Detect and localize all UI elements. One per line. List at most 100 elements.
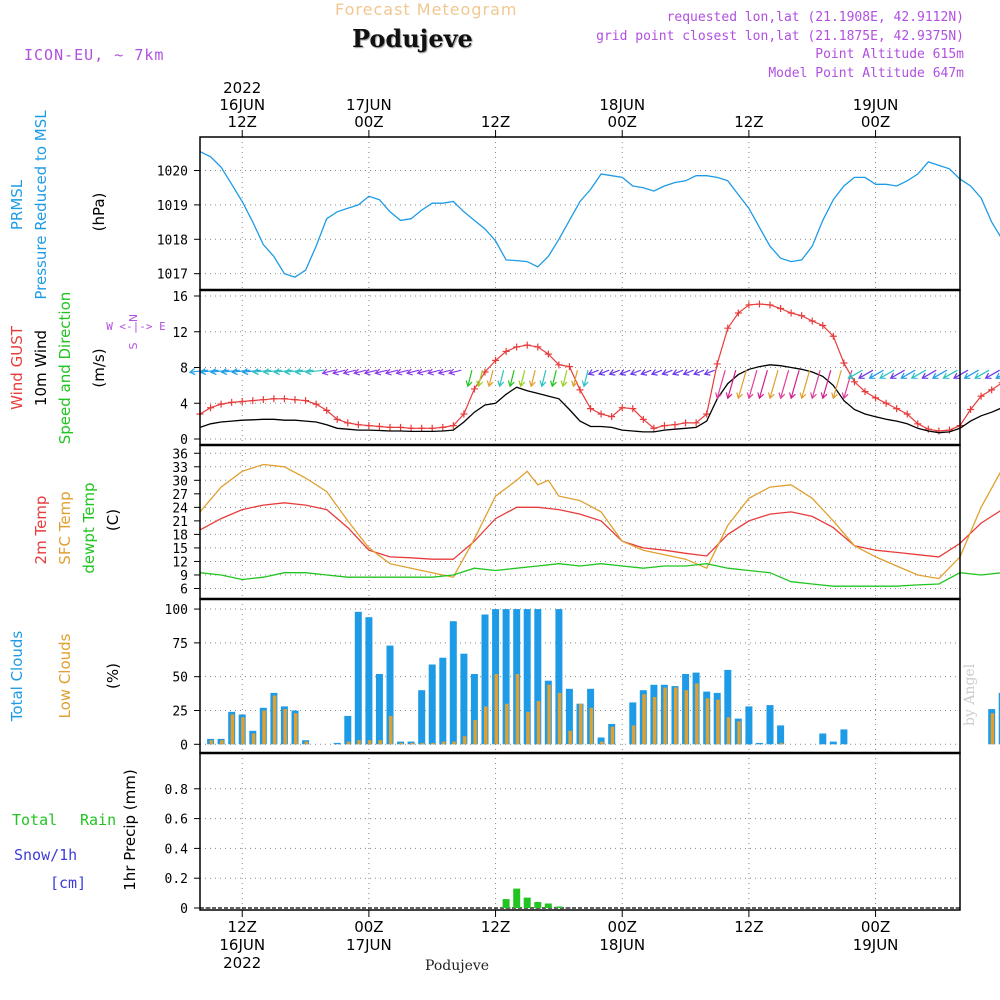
wind-direction-arrow: [757, 370, 768, 400]
wind-gust-point: [207, 404, 215, 412]
low-clouds-bar: [579, 703, 583, 745]
wind-gust-point: [312, 400, 320, 408]
wind-gust-point: [365, 422, 373, 430]
wind-direction-arrow: [374, 368, 388, 376]
wind-direction-arrow: [974, 369, 990, 379]
wind-gust-point: [544, 350, 552, 358]
total-clouds-bar: [829, 741, 837, 745]
y-tick-label: 4: [180, 397, 188, 412]
y-tick-label: 1020: [157, 165, 188, 180]
y-tick-label: 0: [180, 902, 188, 917]
model-altitude: Model Point Altitude 647m: [768, 66, 964, 81]
bottom-time-label: 12Z: [481, 918, 510, 936]
wind-gust-point: [713, 360, 721, 368]
top-time-label: 12Z: [228, 113, 257, 131]
total-clouds-bar: [481, 614, 489, 745]
low-clouds-bar: [431, 742, 435, 745]
wind-gust-point: [270, 395, 278, 403]
temp-unit-label: (C): [104, 509, 122, 531]
wind-gust-point: [344, 419, 352, 427]
rain-bar: [523, 897, 531, 908]
wind-direction-arrow: [778, 370, 790, 400]
low-clouds-bar: [209, 740, 214, 745]
rain-bar: [544, 903, 552, 908]
y-tick-label: 33: [172, 461, 188, 476]
wind-direction-arrow: [831, 370, 842, 400]
wind-direction-arrow: [879, 369, 895, 379]
low-clouds-bar: [357, 740, 361, 745]
wind-direction-arrow: [507, 370, 515, 388]
wind-gust-point: [280, 395, 288, 403]
y-tick-label: 12: [172, 326, 188, 341]
y-tick-label: 27: [172, 488, 188, 503]
total-clouds-bar: [439, 657, 447, 745]
bottom-time-label: 16JUN: [219, 936, 265, 954]
y-tick-label: 36: [172, 447, 188, 462]
wind-gust-point: [967, 406, 975, 414]
low-clouds-bar: [547, 684, 551, 745]
wind-direction-arrow: [321, 368, 335, 376]
low-clouds-bar: [716, 699, 720, 745]
wind-direction-arrow: [952, 369, 969, 379]
wind-gust-point: [375, 422, 383, 430]
low-clouds-bar: [410, 742, 414, 745]
low-clouds-bar: [473, 720, 477, 745]
top-time-label: 18JUN: [599, 96, 645, 114]
wind-gust-point: [903, 410, 911, 418]
total-clouds-bar: [998, 692, 1000, 745]
y-tick-label: 0.4: [165, 842, 189, 857]
wind-direction-arrow: [405, 368, 420, 376]
low-clouds-bar: [589, 707, 594, 745]
wind-direction-arrow: [746, 370, 758, 400]
wind-gust-point: [555, 361, 563, 369]
footer-location: Podujeve: [425, 958, 490, 974]
wind-gust-point: [850, 378, 858, 386]
low-clouds-bar: [294, 713, 298, 745]
temp-sfc-line: [199, 463, 1000, 580]
low-clouds-bar: [674, 687, 678, 745]
low-clouds-bar: [631, 725, 636, 745]
wind-gust-point: [470, 385, 478, 393]
wind-direction-arrow: [231, 368, 251, 376]
total-clouds-bar: [428, 664, 436, 745]
wind-gust-point: [766, 301, 774, 309]
wind-gust-point: [629, 405, 637, 413]
temp-2m-line: [199, 502, 1000, 560]
wind-direction-arrow: [571, 370, 579, 388]
wind-gust-point: [914, 420, 922, 428]
wind-gust-point: [893, 405, 901, 413]
wind-gust-point: [639, 415, 647, 423]
compass-n-label: N: [127, 314, 140, 322]
low-clouds-bar: [304, 741, 309, 745]
wind-direction-arrow: [767, 370, 779, 400]
total-clouds-bar: [534, 609, 542, 745]
y-tick-label: 30: [172, 474, 188, 489]
low-clouds-bar: [695, 683, 699, 745]
wind-direction-arrow: [857, 369, 874, 379]
wind-direction-arrow: [550, 370, 557, 388]
wind-gust-point: [323, 406, 331, 414]
wind-direction-arrow: [921, 369, 937, 379]
wind-gust-point: [829, 332, 837, 340]
total-clouds-bar: [502, 609, 510, 745]
wind-gust-point: [492, 356, 500, 364]
wind-direction-arrow: [693, 369, 705, 376]
wind-direction-arrow: [353, 368, 367, 376]
temp-dewpt-label: dewpt Temp: [80, 482, 98, 573]
wind-gust-point: [745, 301, 753, 309]
y-tick-label: 100: [165, 603, 188, 618]
wind-gust-point: [217, 400, 225, 408]
total-clouds-bar: [470, 674, 478, 745]
low-clouds-bar: [367, 740, 372, 745]
wind-direction-arrow: [241, 368, 261, 376]
total-clouds-bar: [755, 742, 763, 745]
wind-direction-arrow: [384, 368, 399, 376]
bottom-time-label: 17JUN: [346, 936, 392, 954]
low-clouds-bar: [262, 710, 266, 745]
wind-gust-point: [449, 422, 457, 430]
low-clouds-bar: [737, 721, 741, 745]
low-clouds-bar: [642, 694, 646, 745]
wind-direction-arrow: [650, 369, 663, 376]
wind-direction-arrow: [671, 369, 684, 376]
bottom-time-label: 2022: [223, 954, 261, 972]
